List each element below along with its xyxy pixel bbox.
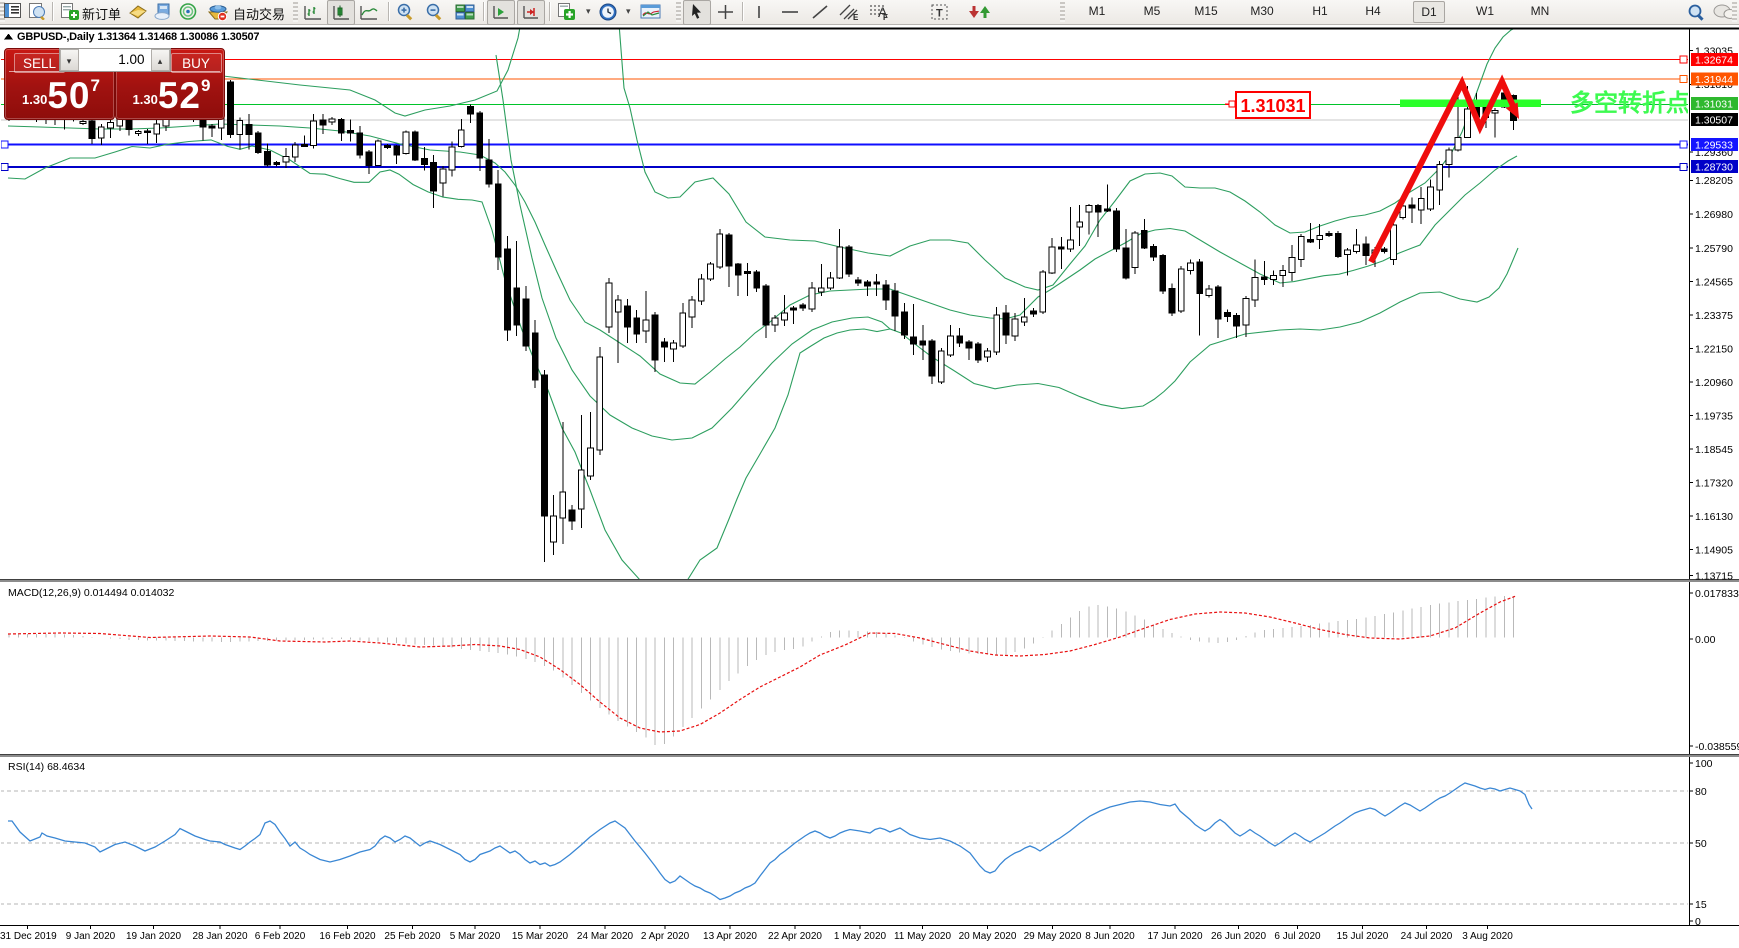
svg-text:25 Feb 2020: 25 Feb 2020 <box>384 931 441 942</box>
svg-text:100: 100 <box>1695 758 1713 770</box>
svg-text:1.31031: 1.31031 <box>1240 96 1305 116</box>
svg-text:1.32674: 1.32674 <box>1695 54 1733 66</box>
svg-text:1.22150: 1.22150 <box>1695 343 1733 355</box>
svg-text:6 Feb 2020: 6 Feb 2020 <box>255 931 306 942</box>
svg-text:1.13715: 1.13715 <box>1695 570 1733 582</box>
svg-text:1.31031: 1.31031 <box>1695 99 1733 111</box>
svg-text:24 Jul 2020: 24 Jul 2020 <box>1401 931 1453 942</box>
svg-text:13 Apr 2020: 13 Apr 2020 <box>703 931 757 942</box>
svg-text:0: 0 <box>1695 916 1701 928</box>
svg-text:0.017833: 0.017833 <box>1695 588 1739 600</box>
svg-text:3 Aug 2020: 3 Aug 2020 <box>1462 931 1513 942</box>
svg-text:1.31944: 1.31944 <box>1695 74 1733 86</box>
svg-text:1.17320: 1.17320 <box>1695 477 1733 489</box>
svg-text:RSI(14) 68.4634: RSI(14) 68.4634 <box>8 761 85 773</box>
svg-text:F: F <box>883 13 888 21</box>
svg-text:6 Jul 2020: 6 Jul 2020 <box>1274 931 1321 942</box>
svg-text:GBPUSD-,Daily 1.31364 1.31468: GBPUSD-,Daily 1.31364 1.31468 1.30086 1.… <box>17 31 259 43</box>
svg-text:1.18545: 1.18545 <box>1695 444 1733 456</box>
svg-text:T: T <box>936 8 943 20</box>
svg-text:15 Mar 2020: 15 Mar 2020 <box>512 931 569 942</box>
svg-text:1.16130: 1.16130 <box>1695 511 1733 523</box>
svg-text:22 Apr 2020: 22 Apr 2020 <box>768 931 822 942</box>
svg-text:1.24565: 1.24565 <box>1695 276 1733 288</box>
svg-text:26 Jun 2020: 26 Jun 2020 <box>1211 931 1266 942</box>
svg-text:24 Mar 2020: 24 Mar 2020 <box>577 931 634 942</box>
svg-text:1.30507: 1.30507 <box>1695 115 1733 127</box>
svg-text:5 Mar 2020: 5 Mar 2020 <box>450 931 501 942</box>
svg-text:9 Jan 2020: 9 Jan 2020 <box>66 931 116 942</box>
svg-text:1.23375: 1.23375 <box>1695 310 1733 322</box>
svg-text:1 May 2020: 1 May 2020 <box>834 931 887 942</box>
svg-text:-0.038559: -0.038559 <box>1695 741 1739 753</box>
svg-text:1.26980: 1.26980 <box>1695 209 1733 221</box>
svg-text:50: 50 <box>1695 838 1707 850</box>
svg-text:E: E <box>853 13 859 21</box>
svg-text:16 Feb 2020: 16 Feb 2020 <box>319 931 376 942</box>
svg-text:17 Jun 2020: 17 Jun 2020 <box>1147 931 1202 942</box>
svg-text:0.00: 0.00 <box>1695 634 1716 646</box>
svg-text:8 Jun 2020: 8 Jun 2020 <box>1085 931 1135 942</box>
svg-text:11 May 2020: 11 May 2020 <box>894 931 952 942</box>
svg-text:1.25790: 1.25790 <box>1695 243 1733 255</box>
svg-text:15 Jul 2020: 15 Jul 2020 <box>1337 931 1389 942</box>
svg-text:MACD(12,26,9) 0.014494 0.01403: MACD(12,26,9) 0.014494 0.014032 <box>8 587 175 599</box>
svg-text:19 Jan 2020: 19 Jan 2020 <box>126 931 181 942</box>
svg-text:2 Apr 2020: 2 Apr 2020 <box>641 931 690 942</box>
svg-text:29 May 2020: 29 May 2020 <box>1024 931 1082 942</box>
svg-text:20 May 2020: 20 May 2020 <box>959 931 1017 942</box>
svg-text:1.28730: 1.28730 <box>1695 162 1733 174</box>
svg-text:1.19735: 1.19735 <box>1695 410 1733 422</box>
svg-text:1.28205: 1.28205 <box>1695 175 1733 187</box>
svg-text:28 Jan 2020: 28 Jan 2020 <box>192 931 247 942</box>
svg-text:15: 15 <box>1695 899 1707 911</box>
svg-text:1.14905: 1.14905 <box>1695 544 1733 556</box>
svg-text:1.20960: 1.20960 <box>1695 377 1733 389</box>
svg-text:多空转折点: 多空转折点 <box>1570 89 1690 117</box>
svg-text:31 Dec 2019: 31 Dec 2019 <box>0 931 57 942</box>
svg-text:80: 80 <box>1695 786 1707 798</box>
svg-text:1.29533: 1.29533 <box>1695 140 1733 152</box>
